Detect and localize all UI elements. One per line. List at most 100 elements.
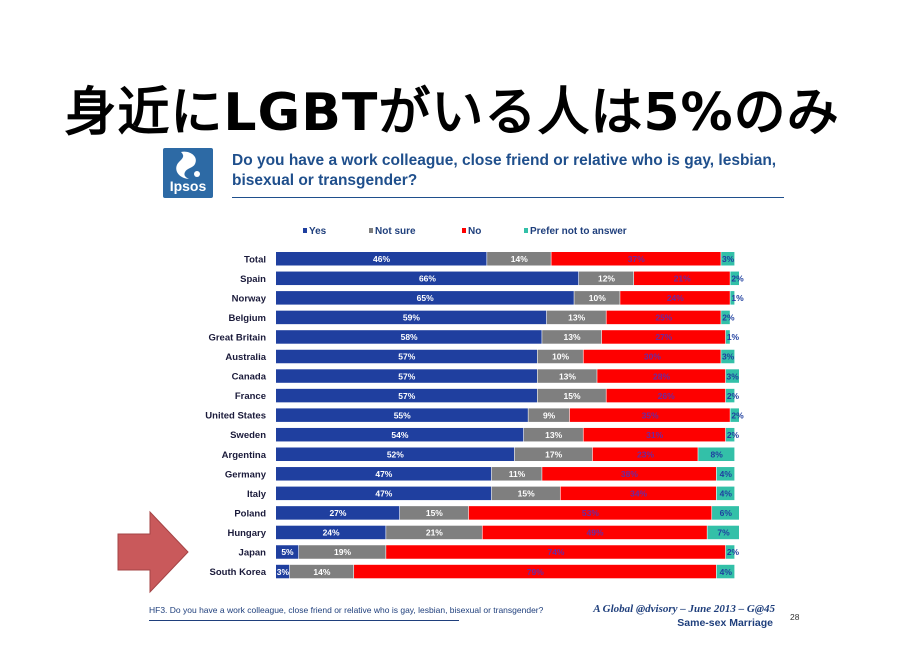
data-label: 13% — [568, 313, 585, 323]
bar-segment-yes — [276, 506, 400, 520]
legend-swatch — [369, 228, 373, 233]
bar-segment-yes — [276, 486, 492, 501]
bar-segment-yes — [276, 349, 538, 364]
bar-segment-prefer-not-to-answer — [698, 447, 735, 461]
bar-segment-no — [560, 486, 717, 501]
legend-label: No — [468, 226, 481, 237]
data-label: 13% — [564, 332, 581, 342]
chart-bars: Total 46% 14% 37% 3% Spain 66% 12% 21% 2% Norway 65… — [205, 252, 744, 579]
data-label: 46% — [373, 254, 390, 264]
category-label: Germany — [225, 469, 267, 480]
bar-segment-yes — [276, 564, 290, 579]
bar-segment-prefer-not-to-answer — [716, 564, 735, 579]
data-label: 24% — [667, 293, 684, 303]
ipsos-logo-mark-icon — [176, 151, 200, 179]
legend-item-prefer-not-to-answer: Prefer not to answer — [524, 226, 627, 237]
data-label: 66% — [419, 274, 436, 284]
data-label: 2% — [731, 410, 744, 420]
data-label: 12% — [598, 274, 615, 284]
bar-row-spain: Spain 66% 12% 21% 2% — [240, 271, 744, 286]
bar-segment-not-sure — [523, 427, 583, 442]
bar-segment-no — [569, 408, 730, 422]
bar-segment-no — [606, 388, 726, 403]
category-label: South Korea — [210, 567, 267, 578]
data-label: 5% — [281, 547, 294, 557]
data-label: 4% — [720, 489, 733, 499]
footer-topic: Same-sex Marriage — [677, 617, 773, 629]
bar-segment-prefer-not-to-answer — [716, 486, 735, 501]
survey-question: Do you have a work colleague, close frie… — [232, 152, 777, 189]
data-label: 13% — [559, 371, 576, 381]
bar-segment-not-sure — [491, 467, 542, 481]
bar-segment-no — [601, 330, 726, 344]
category-label: Great Britain — [208, 332, 266, 343]
bar-segment-yes — [276, 545, 299, 559]
bar-segment-prefer-not-to-answer — [707, 525, 739, 540]
bar-segment-no — [354, 564, 717, 579]
data-label: 1% — [731, 293, 744, 303]
bar-row-belgium: Belgium 59% 13% 25% 2% — [229, 310, 735, 325]
highlight-arrow-icon — [117, 510, 189, 594]
arrow-shape — [117, 510, 189, 594]
bar-segment-prefer-not-to-answer — [725, 388, 735, 403]
bar-segment-not-sure — [298, 545, 386, 559]
data-label: 23% — [637, 449, 654, 459]
data-label: 14% — [313, 567, 330, 577]
bar-row-hungary: Hungary 24% 21% 49% 7% — [227, 525, 739, 540]
legend-label: Not sure — [375, 226, 416, 237]
bar-segment-not-sure — [546, 310, 606, 325]
bar-row-great-britain: Great Britain 58% 13% 27% 1% — [208, 330, 740, 344]
data-label: 4% — [720, 567, 733, 577]
data-label: 34% — [630, 489, 647, 499]
bar-segment-not-sure — [537, 388, 606, 403]
bar-segment-no — [482, 525, 707, 540]
category-label: Spain — [240, 274, 266, 285]
bar-segment-no — [386, 545, 726, 559]
data-label: 30% — [644, 352, 661, 362]
bar-row-argentina: Argentina 52% 17% 23% 8% — [222, 447, 735, 461]
data-label: 52% — [387, 449, 404, 459]
bar-segment-yes — [276, 369, 538, 383]
data-label: 3% — [727, 371, 740, 381]
data-label: 9% — [543, 410, 556, 420]
bar-segment-yes — [276, 291, 574, 305]
data-label: 27% — [329, 508, 346, 518]
bar-segment-no — [542, 467, 717, 481]
data-label: 54% — [391, 430, 408, 440]
bar-row-total: Total 46% 14% 37% 3% — [244, 252, 735, 266]
bar-segment-not-sure — [574, 291, 620, 305]
bar-segment-no — [583, 427, 726, 442]
bar-segment-not-sure — [399, 506, 469, 520]
data-label: 58% — [401, 332, 418, 342]
bar-segment-yes — [276, 467, 492, 481]
bar-segment-yes — [276, 388, 538, 403]
bar-row-australia: Australia 57% 10% 30% 3% — [225, 349, 735, 364]
bar-segment-not-sure — [514, 447, 593, 461]
legend-label: Prefer not to answer — [530, 226, 627, 237]
category-label: Italy — [247, 489, 267, 500]
bar-row-poland: Poland 27% 15% 53% 6% — [234, 506, 739, 520]
data-label: 38% — [621, 469, 638, 479]
bar-segment-no — [634, 271, 730, 286]
data-label: 59% — [403, 313, 420, 323]
data-label: 15% — [564, 391, 581, 401]
data-label: 79% — [527, 567, 544, 577]
bar-segment-prefer-not-to-answer — [725, 427, 735, 442]
bar-segment-no — [468, 506, 712, 520]
data-label: 2% — [722, 313, 735, 323]
data-label: 3% — [277, 567, 290, 577]
ipsos-logo-text: Ipsos — [169, 178, 207, 194]
data-label: 4% — [720, 469, 733, 479]
bar-segment-not-sure — [487, 252, 551, 266]
data-label: 49% — [586, 528, 603, 538]
category-label: Hungary — [227, 528, 266, 539]
bar-segment-prefer-not-to-answer — [721, 349, 735, 364]
bar-segment-no — [597, 369, 726, 383]
data-label: 53% — [582, 508, 599, 518]
ipsos-logo: Ipsos — [163, 148, 213, 198]
bar-row-france: France 57% 15% 26% 2% — [235, 388, 740, 403]
bar-segment-prefer-not-to-answer — [730, 271, 739, 286]
bar-segment-not-sure — [491, 486, 560, 501]
bar-segment-no — [592, 447, 698, 461]
data-label: 2% — [727, 391, 740, 401]
